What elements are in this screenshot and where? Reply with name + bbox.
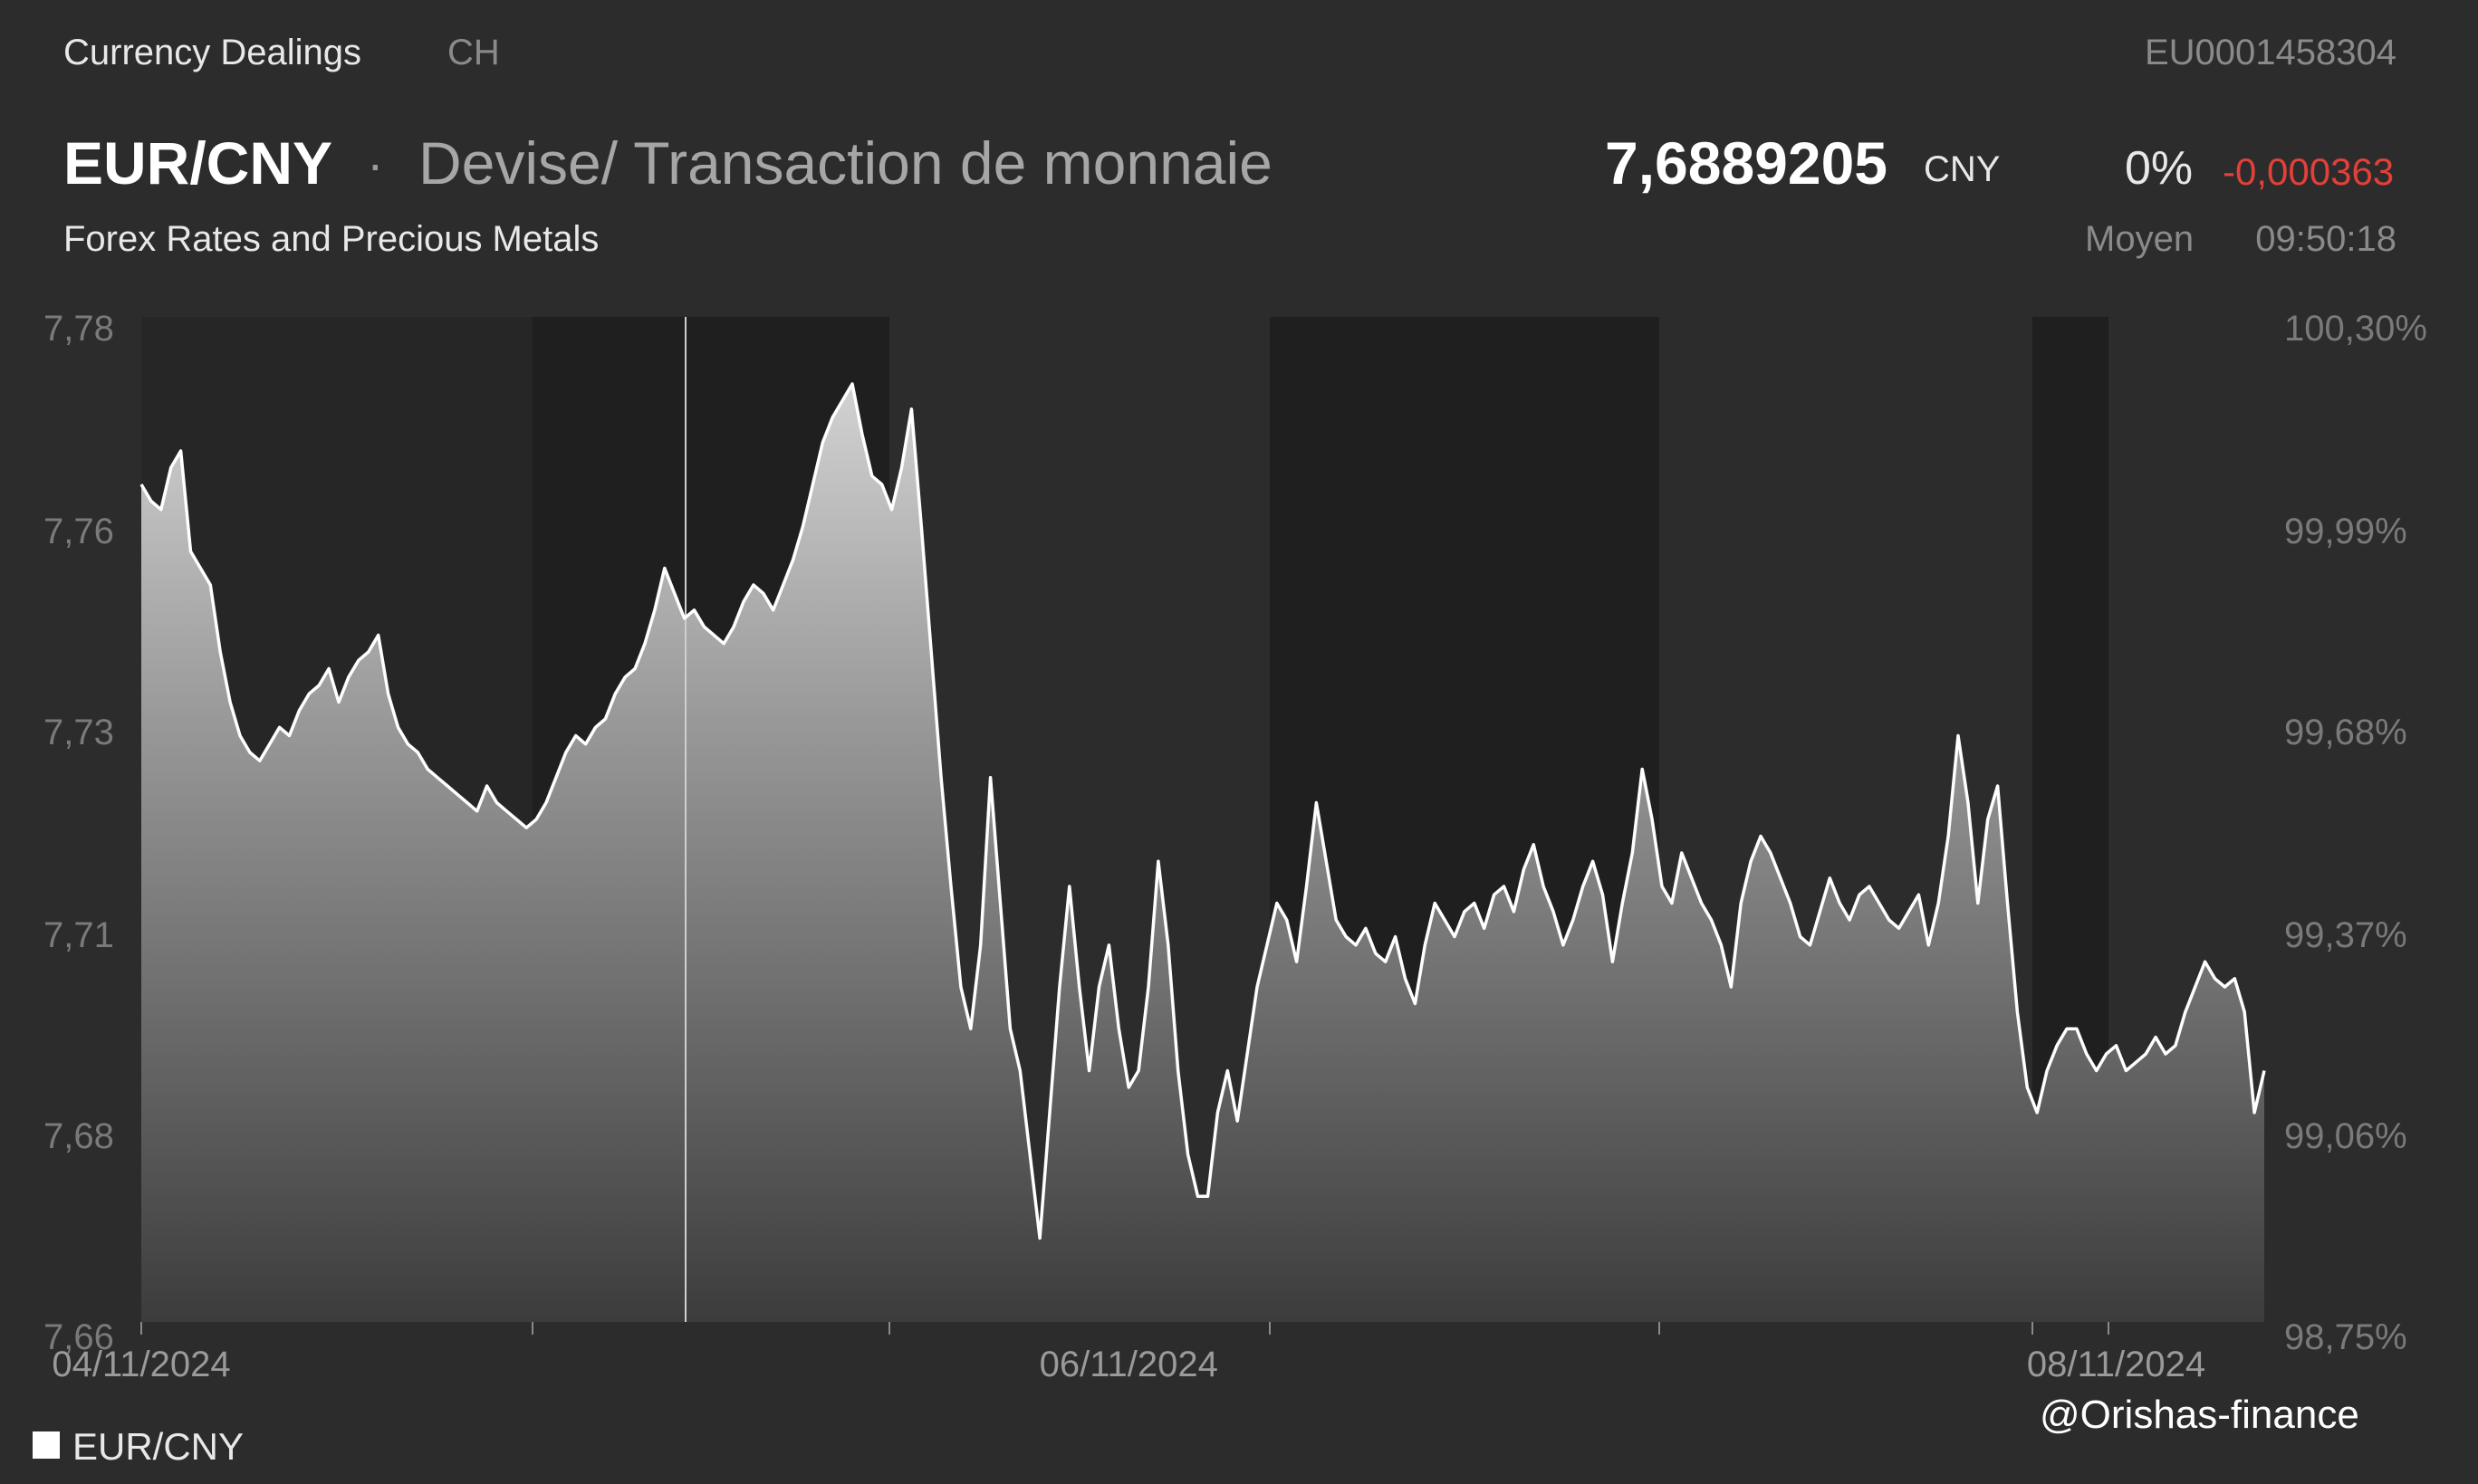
price-line — [139, 382, 2266, 1240]
price-currency: CNY — [1924, 149, 2001, 189]
y2-tick-label: 98,75% — [2284, 1317, 2407, 1357]
legend-label[interactable]: EUR/CNY — [72, 1425, 245, 1468]
change-percent: 0% — [2125, 142, 2194, 195]
y2-tick-label: 100,30% — [2284, 309, 2427, 349]
legend-swatch — [33, 1431, 60, 1459]
change-absolute: -0,000363 — [2223, 150, 2395, 193]
price-type: Moyen — [2085, 219, 2195, 259]
x-tick-label: 04/11/2024 — [52, 1345, 230, 1384]
y-tick-label: 7,68 — [43, 1116, 114, 1156]
price-area — [141, 384, 2264, 1322]
watermark: @Orishas-finance — [2040, 1393, 2359, 1437]
y-tick-label: 7,76 — [43, 512, 114, 551]
currency-pair: EUR/CNY — [63, 129, 333, 196]
y-tick-label: 7,66 — [43, 1317, 114, 1357]
y2-tick-label: 99,68% — [2284, 713, 2407, 752]
y2-tick-label: 99,99% — [2284, 512, 2407, 551]
y2-tick-label: 99,06% — [2284, 1116, 2407, 1156]
y-tick-label: 7,71 — [43, 915, 114, 955]
last-price: 7,6889205 — [1605, 129, 1887, 196]
section-title: Currency Dealings — [63, 33, 362, 72]
x-tick-label: 06/11/2024 — [1040, 1345, 1218, 1384]
y2-tick-label: 99,37% — [2284, 915, 2407, 955]
instrument-category: Forex Rates and Precious Metals — [63, 219, 600, 259]
isin-code: EU0001458304 — [2144, 33, 2396, 72]
x-tick-label: 08/11/2024 — [2027, 1345, 2205, 1384]
country-code: CH — [447, 33, 500, 72]
title-separator: · — [367, 135, 384, 192]
quote-time: 09:50:18 — [2255, 219, 2396, 259]
y-tick-label: 7,73 — [43, 713, 114, 752]
y-tick-label: 7,78 — [43, 309, 114, 349]
instrument-description: Devise/ Transaction de monnaie — [418, 129, 1273, 196]
